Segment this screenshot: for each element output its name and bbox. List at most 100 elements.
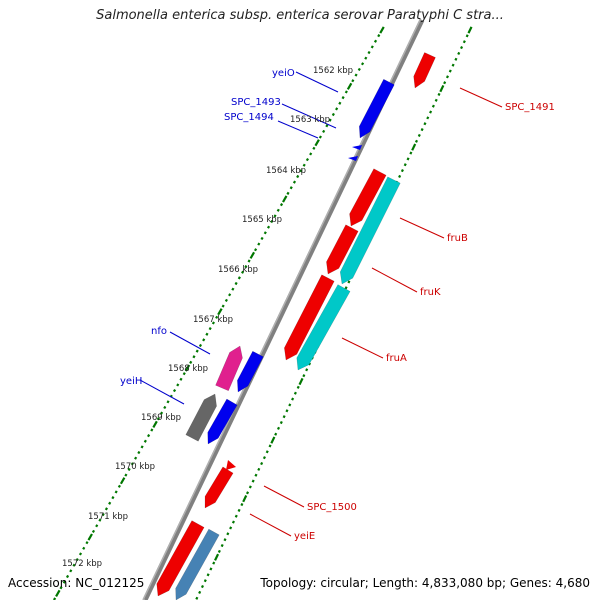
tick-mark xyxy=(309,152,313,156)
feature-cyan-2 xyxy=(296,284,351,371)
tick-mark xyxy=(364,56,368,60)
tick-mark xyxy=(325,124,329,128)
tick-mark xyxy=(367,50,371,55)
tick-mark xyxy=(240,502,244,507)
gene-label[interactable]: fruB xyxy=(447,233,468,244)
tick-mark xyxy=(231,520,235,524)
kbp-label: 1563 kbp xyxy=(290,115,330,125)
tick-track-left xyxy=(53,26,385,600)
tick-mark xyxy=(147,434,151,438)
tick-mark xyxy=(254,248,258,252)
tick-mark xyxy=(176,383,180,387)
topology-text: Topology: circular; Length: 4,833,080 bp… xyxy=(260,576,590,590)
kbp-label: 1565 kbp xyxy=(242,215,282,225)
tick-mark xyxy=(59,586,63,590)
tick-mark xyxy=(62,580,66,584)
tick-mark xyxy=(215,315,219,319)
tick-mark xyxy=(448,69,452,73)
feature-cyan-1 xyxy=(339,176,401,285)
tick-mark xyxy=(198,343,203,348)
gene-label[interactable]: nfo xyxy=(151,326,167,337)
tick-mark xyxy=(117,484,121,488)
tick-mark xyxy=(298,377,304,386)
tick-mark xyxy=(231,287,235,291)
tick-mark xyxy=(439,84,445,93)
gene-label[interactable]: SPC_1494 xyxy=(224,112,274,123)
tick-mark xyxy=(296,174,300,179)
gene-label[interactable]: yeiH xyxy=(120,376,142,387)
tick-mark xyxy=(242,495,248,503)
kbp-label: 1571 kbp xyxy=(88,512,128,522)
tick-mark xyxy=(279,420,283,425)
tick-mark xyxy=(189,360,193,364)
kbp-label: 1567 kbp xyxy=(193,315,233,325)
tick-mark xyxy=(134,456,138,460)
tick-mark xyxy=(223,538,227,542)
callout-line xyxy=(341,337,384,359)
feature-yeie xyxy=(204,466,234,509)
tick-mark xyxy=(460,46,464,50)
tick-mark xyxy=(212,561,216,565)
callout-line xyxy=(399,217,445,239)
tick-mark xyxy=(434,98,438,102)
tick-mark xyxy=(143,439,147,443)
feature-frub xyxy=(349,168,387,227)
tick-mark xyxy=(344,90,348,94)
gene-label[interactable]: fruK xyxy=(420,287,441,298)
gene-label[interactable]: SPC_1493 xyxy=(231,97,281,108)
tick-mark xyxy=(55,589,61,597)
tick-mark xyxy=(234,281,238,286)
tick-mark xyxy=(127,467,131,472)
tick-mark xyxy=(209,567,213,571)
tick-mark xyxy=(420,128,424,132)
tick-mark xyxy=(221,304,225,308)
tick-mark xyxy=(451,63,455,67)
callout-line xyxy=(371,267,418,293)
callout-line xyxy=(281,103,337,129)
tick-mark xyxy=(291,397,295,401)
tick-mark xyxy=(357,67,361,72)
tick-mark xyxy=(247,259,251,263)
gene-label[interactable]: yeiO xyxy=(272,68,295,79)
tick-mark xyxy=(414,139,419,143)
tick-mark xyxy=(328,118,332,122)
callout-line xyxy=(263,485,305,508)
tick-mark xyxy=(234,514,238,518)
tick-mark xyxy=(200,584,204,589)
tick-mark xyxy=(273,214,277,218)
tick-mark xyxy=(289,186,293,190)
gene-label[interactable]: SPC_1491 xyxy=(505,102,555,113)
feature-blue-mid xyxy=(237,350,264,393)
tick-mark xyxy=(346,82,353,90)
tick-mark xyxy=(156,417,160,421)
tick-mark xyxy=(354,73,358,77)
kbp-label: 1566 kbp xyxy=(218,265,258,275)
tick-mark xyxy=(347,280,351,284)
tick-mark xyxy=(166,400,170,404)
feature-spc1494 xyxy=(348,156,358,161)
tick-mark xyxy=(217,308,223,316)
gene-label[interactable]: yeiE xyxy=(294,531,315,542)
tick-mark xyxy=(288,403,292,407)
tick-mark xyxy=(108,501,112,505)
tick-mark xyxy=(260,461,264,466)
gene-label[interactable]: fruA xyxy=(386,353,407,364)
tick-mark xyxy=(226,532,230,536)
tick-mark xyxy=(163,405,167,410)
tick-mark xyxy=(312,146,316,150)
kbp-label: 1572 kbp xyxy=(62,559,102,569)
tick-mark xyxy=(198,590,202,594)
tick-mark xyxy=(457,51,461,55)
tick-mark xyxy=(220,543,224,548)
tick-mark xyxy=(286,191,290,195)
gene-label[interactable]: SPC_1500 xyxy=(307,502,357,513)
tick-mark xyxy=(150,428,154,432)
kbp-label: 1562 kbp xyxy=(313,66,353,76)
tick-mark xyxy=(237,276,241,280)
feature-spc1493 xyxy=(352,145,362,150)
tick-mark xyxy=(465,34,469,38)
tick-mark xyxy=(254,473,258,477)
tick-mark xyxy=(318,135,322,139)
tick-mark xyxy=(437,92,441,96)
